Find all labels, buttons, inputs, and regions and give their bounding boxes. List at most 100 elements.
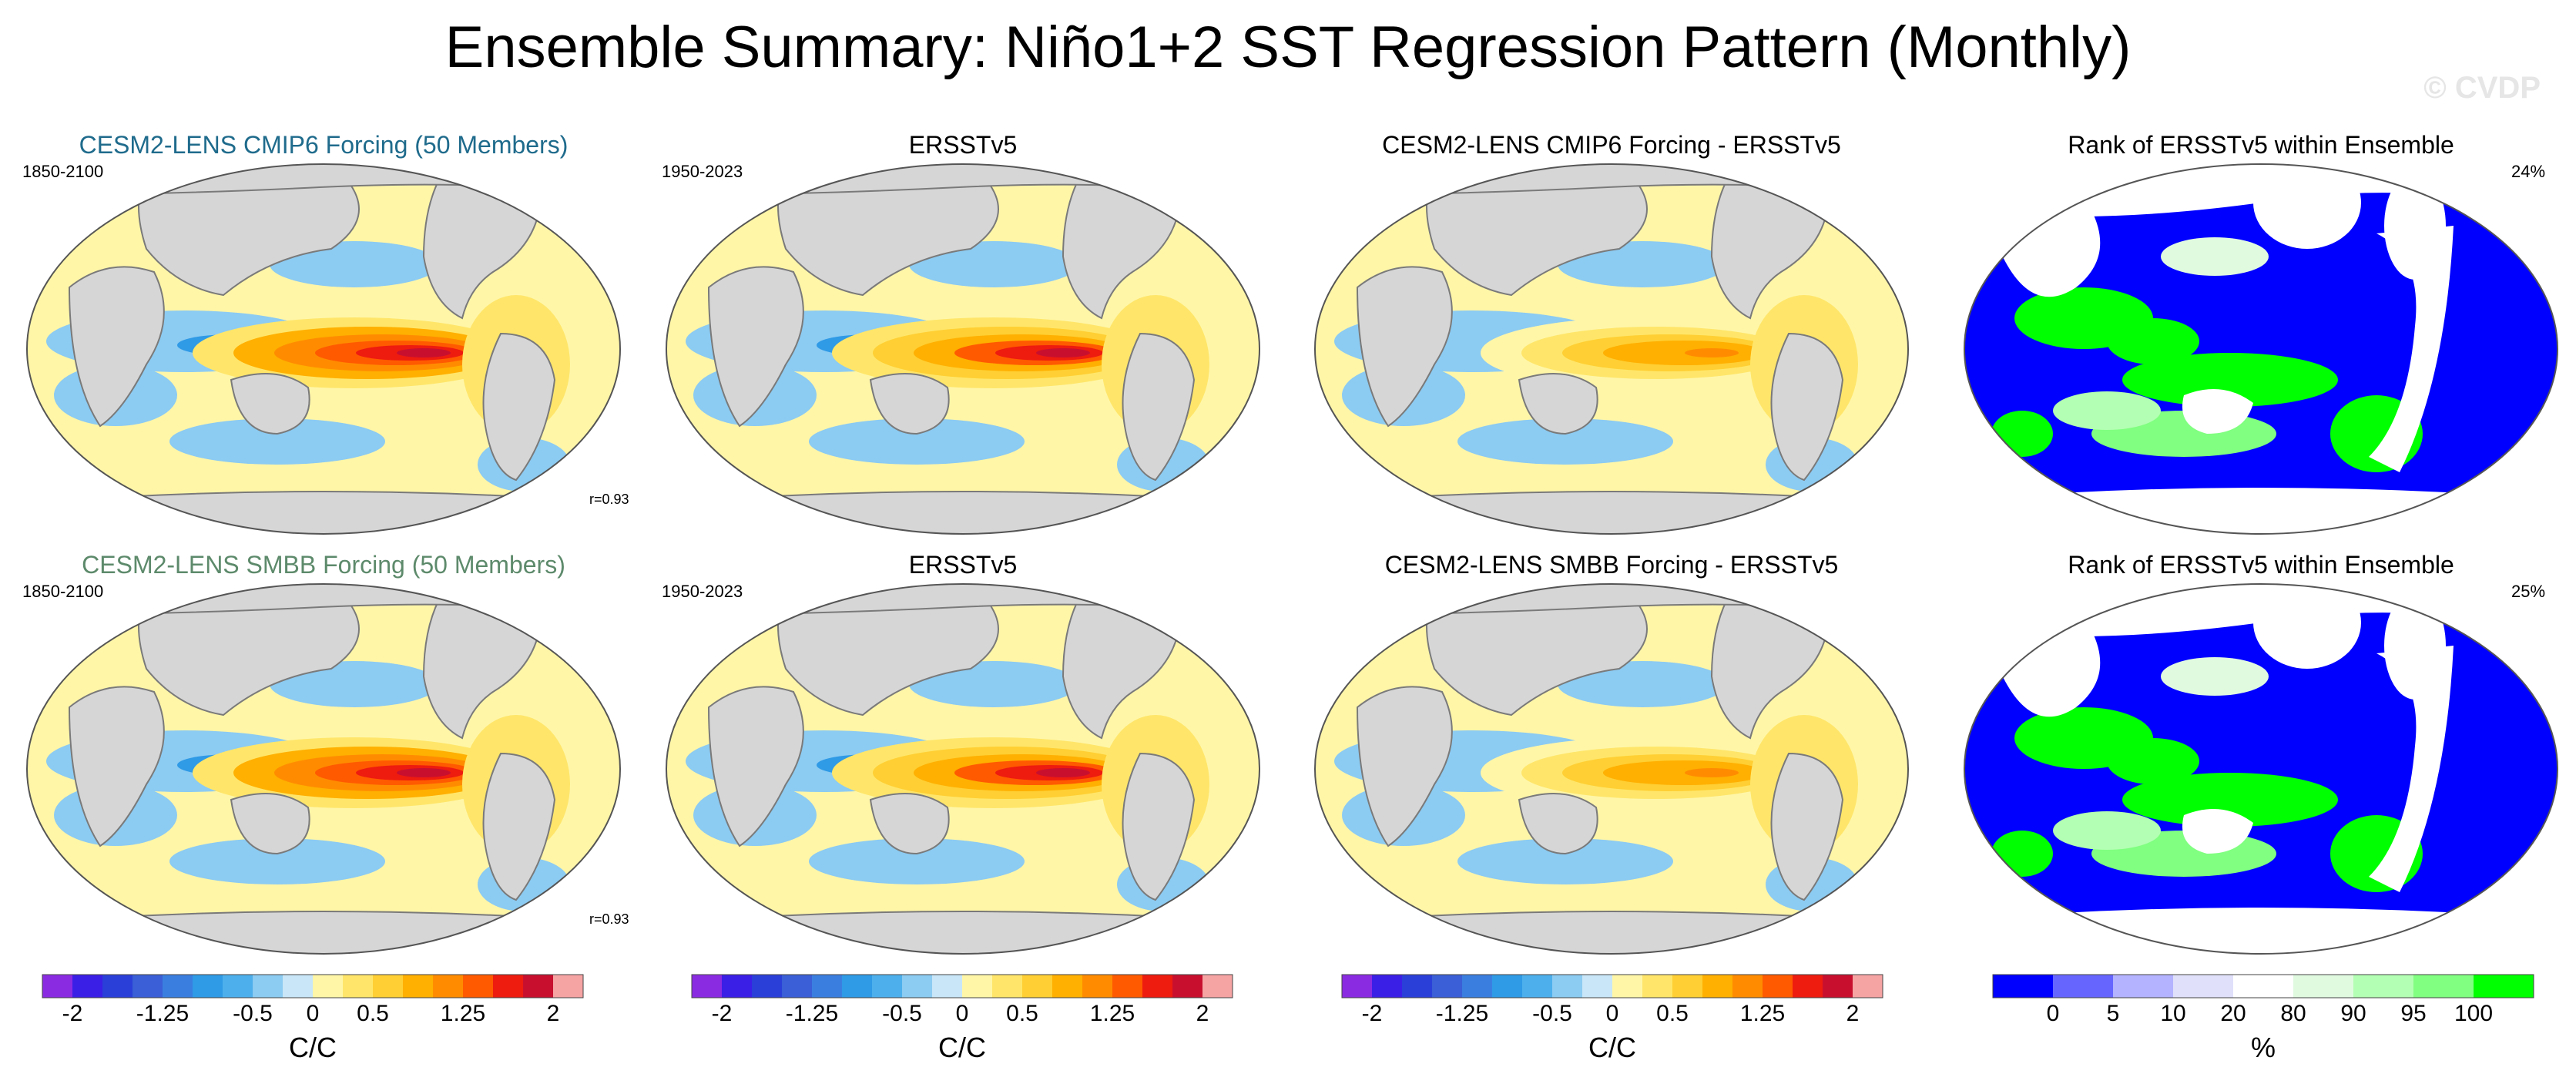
panel-title: CESM2-LENS CMIP6 Forcing - ERSSTv5	[1382, 131, 1841, 159]
land-mass	[1356, 266, 1453, 428]
sst-negative-region	[809, 838, 1025, 884]
colorbar-tick-label: -1.25	[1435, 1001, 1489, 1026]
panel-period-label: 1850-2100	[22, 162, 104, 181]
colorbar-swatch	[1142, 975, 1173, 998]
colorbar-swatch	[2413, 975, 2474, 998]
colorbar-swatch	[2053, 975, 2114, 998]
map-field	[1964, 584, 2558, 954]
colorbar-swatch	[2173, 975, 2234, 998]
sst-warm-tongue-band	[1036, 348, 1090, 357]
colorbar-swatch	[2293, 975, 2354, 998]
colorbar-tick-label: 1.25	[1739, 1001, 1786, 1026]
colorbar-swatch	[1993, 975, 2054, 998]
sst-warm-tongue-band	[1685, 348, 1739, 357]
colorbar-unit-label: C/C	[938, 1032, 986, 1063]
colorbar-swatch	[1432, 975, 1463, 998]
colorbar-swatch	[1492, 975, 1523, 998]
panel-title: Rank of ERSSTv5 within Ensemble	[2068, 131, 2454, 159]
land-mass	[869, 793, 950, 855]
colorbar-swatch	[962, 975, 993, 998]
colorbar-swatch	[812, 975, 843, 998]
panel-period-label: 1850-2100	[22, 582, 104, 601]
colorbar-swatch	[403, 975, 434, 998]
map-outline	[1314, 583, 1909, 955]
panel-percent-label: 24%	[2511, 162, 2546, 181]
panel-title: ERSSTv5	[908, 551, 1018, 579]
land-mass	[68, 266, 165, 428]
colorbar-tick-label: 20	[2220, 1001, 2246, 1026]
colorbar-tick-label: -1.25	[785, 1001, 839, 1026]
colorbar-swatch	[313, 975, 344, 998]
map-outline	[1314, 163, 1909, 535]
colorbar-tick-label: 1.25	[440, 1001, 486, 1026]
colorbar-swatch	[1202, 975, 1233, 998]
map-field	[666, 164, 1259, 534]
colorbar-swatch	[1462, 975, 1493, 998]
map-field	[666, 584, 1259, 954]
panel-period-label: 1950-2023	[662, 162, 743, 181]
map-model	[26, 583, 621, 955]
sst-negative-region	[1457, 838, 1673, 884]
colorbar-swatch	[72, 975, 103, 998]
colorbar-swatch	[1672, 975, 1703, 998]
map-model	[26, 163, 621, 535]
colorbar-frame	[1341, 974, 1883, 998]
land-mass	[1122, 752, 1196, 901]
colorbar-tick-label: 1.25	[1089, 1001, 1135, 1026]
colorbar-unit-label: %	[2250, 1032, 2276, 1063]
colorbar-swatch	[493, 975, 524, 998]
colorbar-swatch	[433, 975, 464, 998]
land-mass	[482, 332, 556, 482]
colorbar-swatch	[193, 975, 223, 998]
colorbar-tick-label: 0.5	[357, 1001, 389, 1026]
panel-title: CESM2-LENS CMIP6 Forcing (50 Members)	[79, 131, 569, 159]
colorbar-tick-label: -0.5	[882, 1001, 922, 1026]
colorbar-swatch	[692, 975, 723, 998]
colorbar-tick-label: 100	[2454, 1001, 2494, 1026]
panel-pattern-correlation: r=0.93	[589, 492, 629, 507]
sst-warm-tongue-band	[397, 768, 451, 777]
map-outline	[666, 163, 1260, 535]
rank-region-americas	[2369, 646, 2454, 892]
land-mass	[707, 266, 804, 428]
colorbar-tick-label: 5	[2106, 1001, 2120, 1026]
rank-region	[1991, 411, 2053, 457]
colorbar-frame	[42, 974, 584, 998]
colorbar-tick-label: 95	[2400, 1001, 2427, 1026]
colorbar-swatch	[782, 975, 813, 998]
colorbar	[1992, 974, 2534, 998]
colorbar-tick-label: 80	[2280, 1001, 2306, 1026]
colorbar-tick-label: -2	[1361, 1001, 1383, 1026]
map-field	[1964, 164, 2558, 534]
sst-negative-region	[809, 418, 1025, 465]
colorbar-tick-label: 90	[2340, 1001, 2366, 1026]
colorbar-swatch	[992, 975, 1023, 998]
colorbar-swatch	[1402, 975, 1433, 998]
colorbar-swatch	[1552, 975, 1583, 998]
sst-negative-region	[1457, 418, 1673, 465]
land-mass	[1518, 793, 1598, 855]
rank-region	[1991, 831, 2053, 877]
colorbar-tick-label: 2	[1196, 1001, 1209, 1026]
colorbar-tick-label: -2	[62, 1001, 83, 1026]
colorbar-swatch	[1642, 975, 1673, 998]
colorbar-swatch	[1522, 975, 1553, 998]
colorbar-swatch	[1732, 975, 1763, 998]
rank-region-australia	[2182, 809, 2253, 854]
colorbar-tick-label: -1.25	[136, 1001, 190, 1026]
land-mass	[68, 686, 165, 847]
colorbar-swatch	[1582, 975, 1613, 998]
panel-period-label: 1950-2023	[662, 582, 743, 601]
panel-percent-label: 25%	[2511, 582, 2546, 601]
rank-region	[2053, 811, 2161, 850]
colorbar-swatch	[253, 975, 283, 998]
colorbar-swatch	[1702, 975, 1733, 998]
colorbar-swatch	[523, 975, 554, 998]
colorbar-swatch	[343, 975, 374, 998]
map-diff	[1314, 163, 1909, 535]
colorbar-swatch	[2113, 975, 2174, 998]
map-rank	[1964, 583, 2558, 955]
land-mass	[1518, 373, 1598, 435]
colorbar-tick-label: 2	[546, 1001, 560, 1026]
colorbar-swatch	[1172, 975, 1203, 998]
